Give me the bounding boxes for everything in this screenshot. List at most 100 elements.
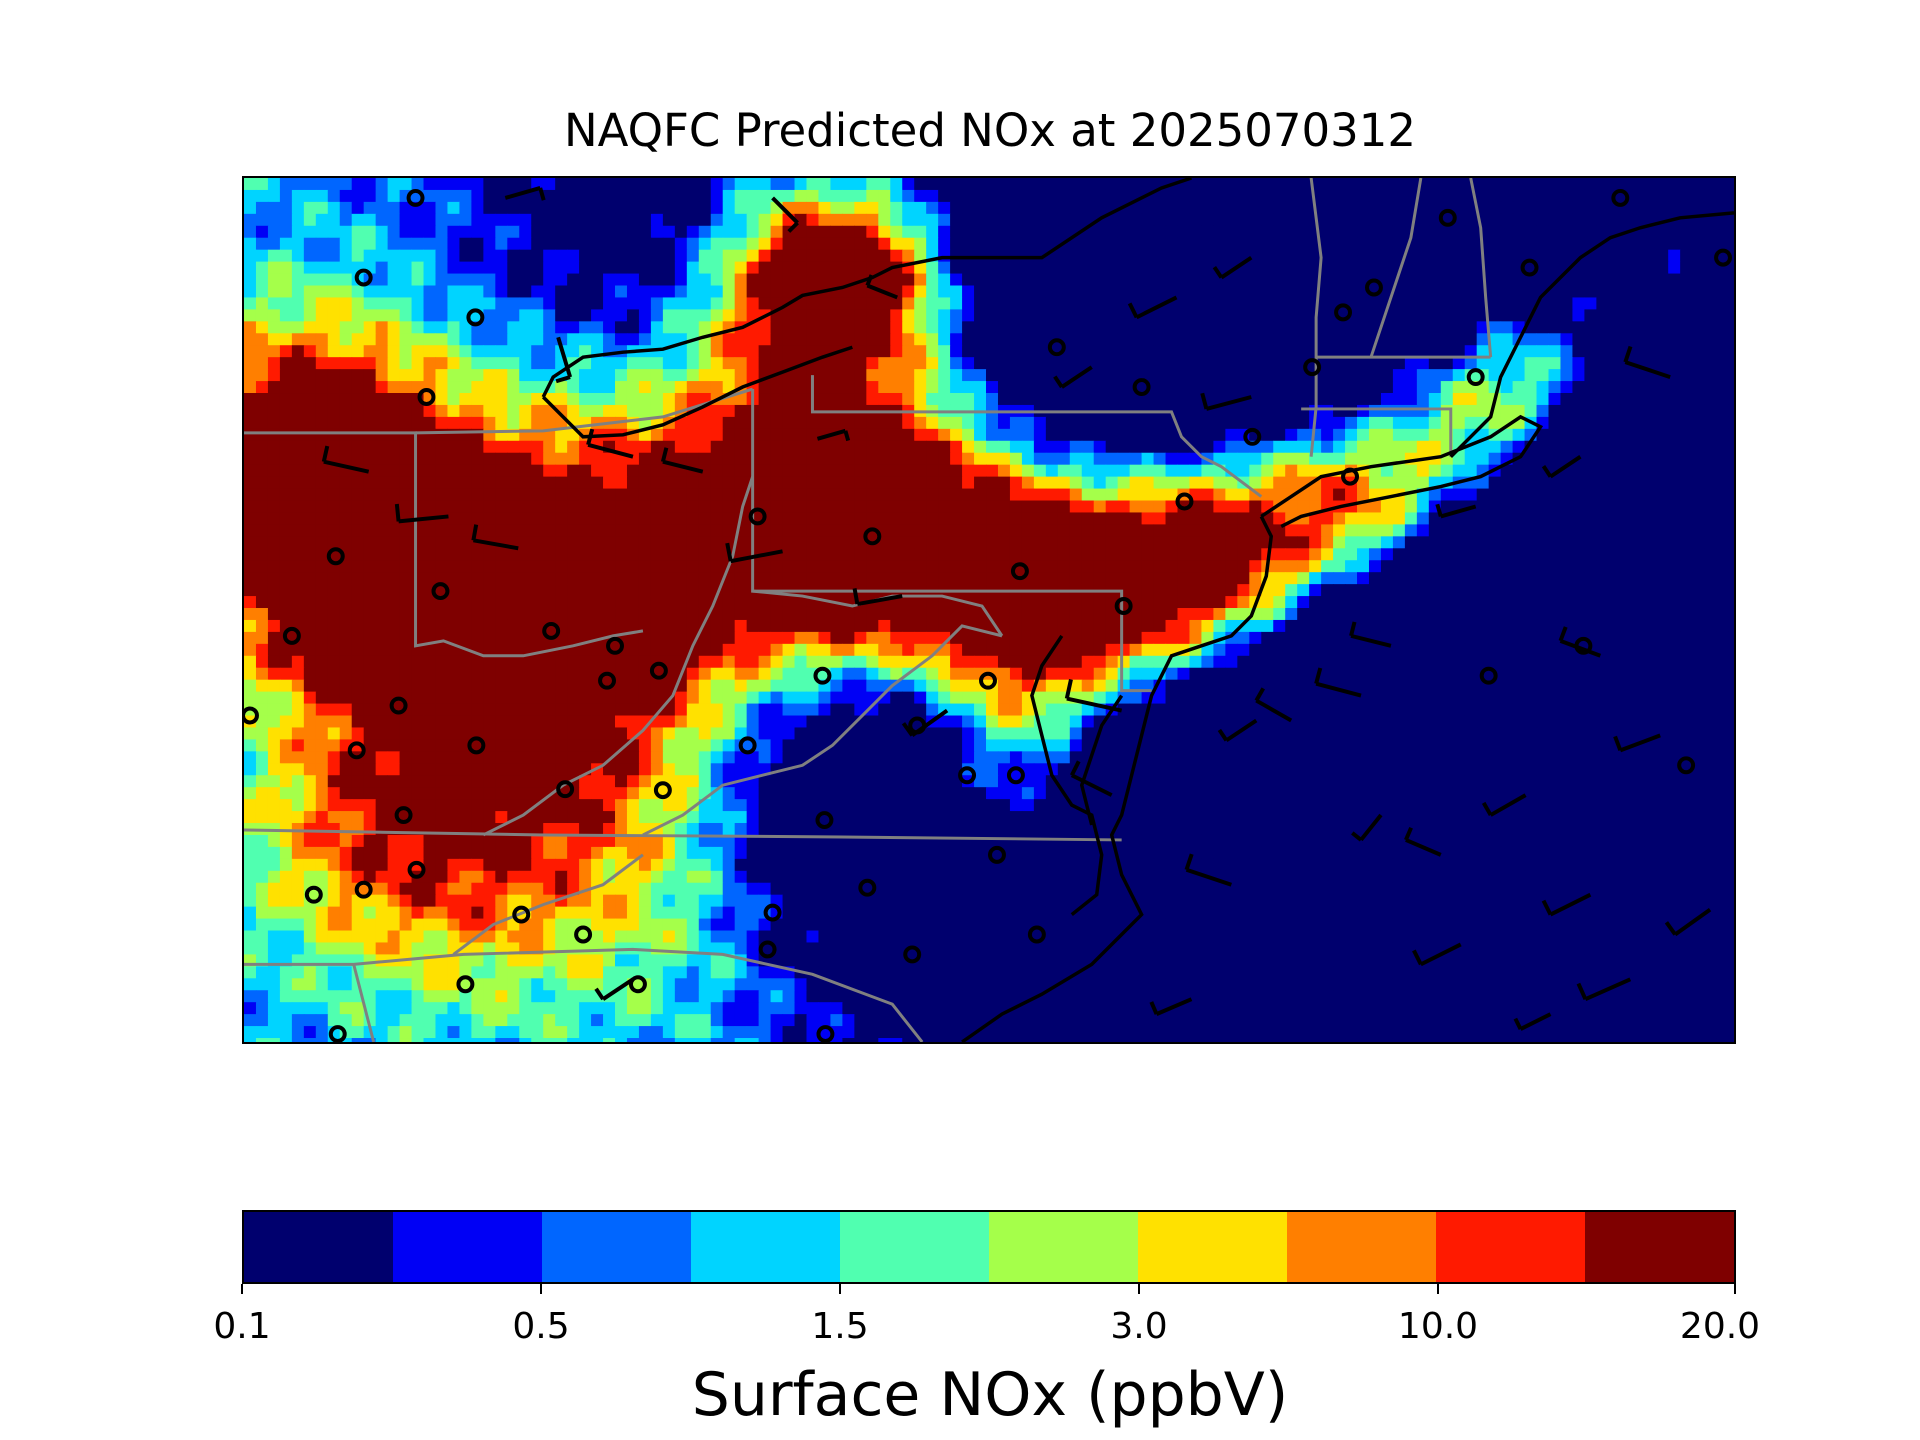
grid-cell — [519, 237, 532, 251]
grid-cell — [1033, 345, 1047, 358]
grid-cell — [1368, 428, 1382, 442]
grid-cell — [842, 572, 855, 585]
grid-cell — [1189, 249, 1202, 263]
grid-cell — [507, 500, 520, 513]
grid-cell — [626, 249, 640, 263]
grid-cell — [387, 631, 401, 645]
grid-cell — [315, 285, 329, 298]
grid-cell — [1620, 560, 1633, 573]
grid-cell — [1273, 261, 1286, 275]
grid-cell — [1620, 416, 1633, 430]
grid-cell — [1476, 643, 1490, 657]
grid-cell — [471, 333, 484, 346]
grid-cell — [1452, 548, 1466, 561]
grid-cell — [1608, 249, 1621, 263]
grid-cell — [626, 369, 640, 382]
grid-cell — [1416, 345, 1430, 358]
grid-cell — [878, 536, 891, 549]
grid-cell — [387, 524, 401, 537]
grid-cell — [567, 261, 580, 275]
grid-cell — [1368, 524, 1382, 537]
grid-cell — [1093, 440, 1107, 454]
grid-cell — [1285, 476, 1298, 490]
grid-cell — [1704, 369, 1717, 382]
grid-cell — [1464, 548, 1478, 561]
grid-cell — [1716, 321, 1729, 334]
grid-cell — [638, 273, 652, 286]
grid-cell — [579, 548, 592, 561]
grid-cell — [1201, 619, 1214, 633]
grid-cell — [1488, 488, 1502, 502]
grid-cell — [1297, 524, 1310, 537]
grid-cell — [1285, 536, 1298, 549]
grid-cell — [244, 476, 257, 490]
grid-cell — [1309, 488, 1322, 502]
grid-cell — [447, 393, 460, 406]
grid-cell — [1237, 452, 1250, 466]
grid-cell — [1189, 631, 1202, 645]
grid-cell — [1201, 201, 1214, 215]
grid-cell — [842, 333, 855, 346]
grid-cell — [1009, 369, 1023, 382]
grid-cell — [830, 643, 843, 657]
grid-cell — [291, 381, 305, 394]
grid-cell — [435, 237, 448, 251]
grid-cell — [830, 464, 843, 478]
grid-cell — [1177, 631, 1190, 645]
grid-cell — [1045, 512, 1059, 525]
grid-cell — [794, 261, 807, 275]
grid-cell — [339, 178, 353, 191]
grid-cell — [866, 560, 879, 573]
grid-cell — [997, 345, 1011, 358]
grid-cell — [1536, 381, 1549, 394]
grid-cell — [1177, 273, 1190, 286]
grid-cell — [830, 619, 843, 633]
grid-cell — [531, 500, 544, 513]
grid-cell — [244, 213, 257, 227]
grid-cell — [794, 512, 807, 525]
grid-cell — [1584, 572, 1597, 585]
grid-cell — [351, 416, 365, 430]
grid-cell — [244, 369, 257, 382]
grid-cell — [626, 548, 640, 561]
grid-cell — [1321, 476, 1334, 490]
grid-cell — [890, 500, 903, 513]
grid-cell — [1488, 416, 1502, 430]
grid-cell — [1165, 369, 1178, 382]
grid-cell — [1512, 560, 1526, 573]
grid-cell — [1596, 249, 1609, 263]
grid-cell — [1153, 536, 1167, 549]
grid-cell — [387, 321, 401, 334]
grid-cell — [1057, 261, 1071, 275]
grid-cell — [1500, 440, 1514, 454]
grid-cell — [579, 309, 592, 322]
grid-cell — [603, 237, 616, 251]
grid-cell — [1704, 321, 1717, 334]
grid-cell — [543, 548, 556, 561]
grid-cell — [1632, 321, 1645, 334]
grid-cell — [1093, 345, 1107, 358]
grid-cell — [1009, 333, 1023, 346]
grid-cell — [782, 416, 796, 430]
grid-cell — [291, 428, 305, 442]
grid-cell — [914, 560, 927, 573]
grid-cell — [638, 261, 652, 275]
grid-cell — [531, 273, 544, 286]
grid-cell — [363, 309, 377, 322]
grid-cell — [1321, 237, 1334, 251]
grid-cell — [579, 189, 592, 203]
grid-cell — [662, 249, 676, 263]
grid-cell — [1584, 393, 1597, 406]
grid-cell — [1620, 333, 1633, 346]
grid-cell — [1452, 512, 1466, 525]
grid-cell — [507, 643, 520, 657]
grid-cell — [914, 285, 927, 298]
grid-cell — [686, 357, 700, 370]
grid-cell — [399, 297, 413, 310]
grid-cell — [1021, 428, 1035, 442]
grid-cell — [279, 297, 293, 310]
grid-cell — [890, 452, 903, 466]
grid-cell — [459, 536, 472, 549]
grid-cell — [1704, 428, 1717, 442]
grid-cell — [698, 536, 712, 549]
